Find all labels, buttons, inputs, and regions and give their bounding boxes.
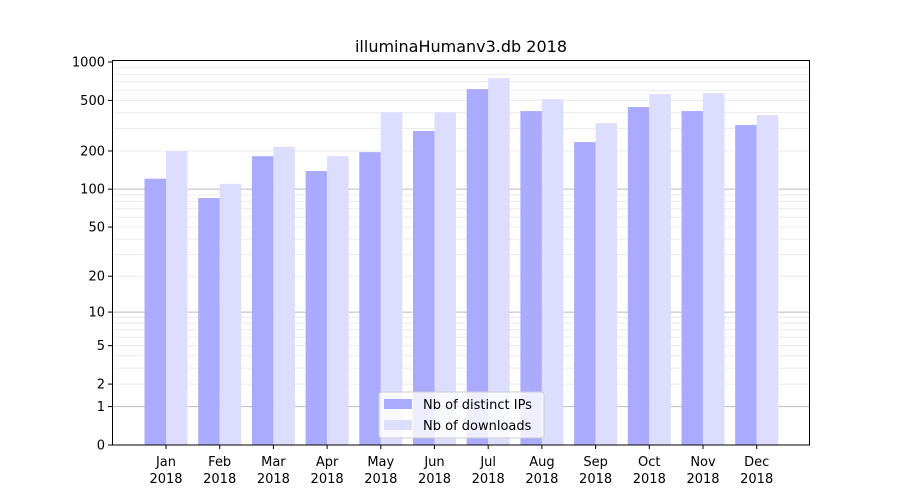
bar-downloads — [219, 183, 242, 445]
legend: Nb of distinct IPs Nb of downloads — [378, 391, 545, 439]
plot-frame — [112, 60, 810, 446]
bar-distinct-ips — [198, 198, 220, 445]
legend-box — [378, 391, 545, 439]
bar-downloads — [595, 123, 618, 445]
y-tick-label: 5 — [97, 339, 105, 354]
x-tick-label: Dec 2018 — [740, 455, 773, 487]
x-tick-label: Aug 2018 — [525, 455, 558, 487]
y-tick-label: 2 — [97, 378, 105, 393]
bar-distinct-ips — [681, 111, 703, 446]
bar-distinct-ips — [305, 171, 328, 445]
y-tick-label: 10 — [88, 306, 105, 321]
x-tick-label: Sep 2018 — [579, 455, 612, 487]
bar-distinct-ips — [251, 156, 274, 445]
y-tick-label: 100 — [80, 183, 105, 198]
bar-distinct-ips — [359, 152, 381, 445]
bar-downloads — [327, 156, 349, 445]
legend-swatch — [384, 420, 412, 430]
y-tick-label: 50 — [88, 221, 105, 236]
y-tick-label: 1 — [97, 400, 105, 415]
bar-downloads — [756, 115, 779, 445]
legend-label: Nb of distinct IPs — [423, 398, 532, 413]
x-tick-label: Jun 2018 — [418, 455, 451, 487]
bar-distinct-ips — [466, 89, 489, 445]
x-tick-label: Mar 2018 — [257, 455, 290, 487]
bar-distinct-ips — [627, 107, 650, 445]
bar-distinct-ips — [413, 131, 435, 445]
y-tick-label: 1000 — [72, 56, 105, 71]
bar-distinct-ips — [574, 142, 596, 446]
bar-downloads — [380, 112, 403, 445]
bar-downloads — [541, 99, 564, 446]
legend-label: Nb of downloads — [423, 419, 532, 434]
y-tick-label: 20 — [88, 270, 105, 285]
bar-downloads — [703, 93, 725, 446]
y-tick-label: 0 — [97, 439, 105, 454]
bar-distinct-ips — [735, 125, 757, 446]
bar-downloads — [434, 112, 456, 445]
chart-title: illuminaHumanv3.db 2018 — [355, 37, 567, 56]
x-tick-label: Apr 2018 — [311, 455, 344, 487]
y-tick-label: 200 — [80, 145, 105, 160]
bar-downloads — [488, 78, 510, 445]
bar-distinct-ips — [144, 178, 166, 445]
x-tick-label: May 2018 — [364, 455, 397, 487]
x-tick-label: Oct 2018 — [633, 455, 666, 487]
x-tick-label: Jan 2018 — [149, 455, 182, 487]
bar-distinct-ips — [520, 111, 542, 446]
y-tick-label: 500 — [80, 94, 105, 109]
legend-swatch — [384, 399, 412, 409]
x-tick-label: Nov 2018 — [686, 455, 719, 487]
x-tick-label: Jul 2018 — [472, 455, 505, 487]
x-tick-label: Feb 2018 — [203, 455, 236, 487]
bar-downloads — [166, 151, 188, 446]
bar-downloads — [649, 94, 671, 445]
bar-downloads — [273, 147, 295, 446]
